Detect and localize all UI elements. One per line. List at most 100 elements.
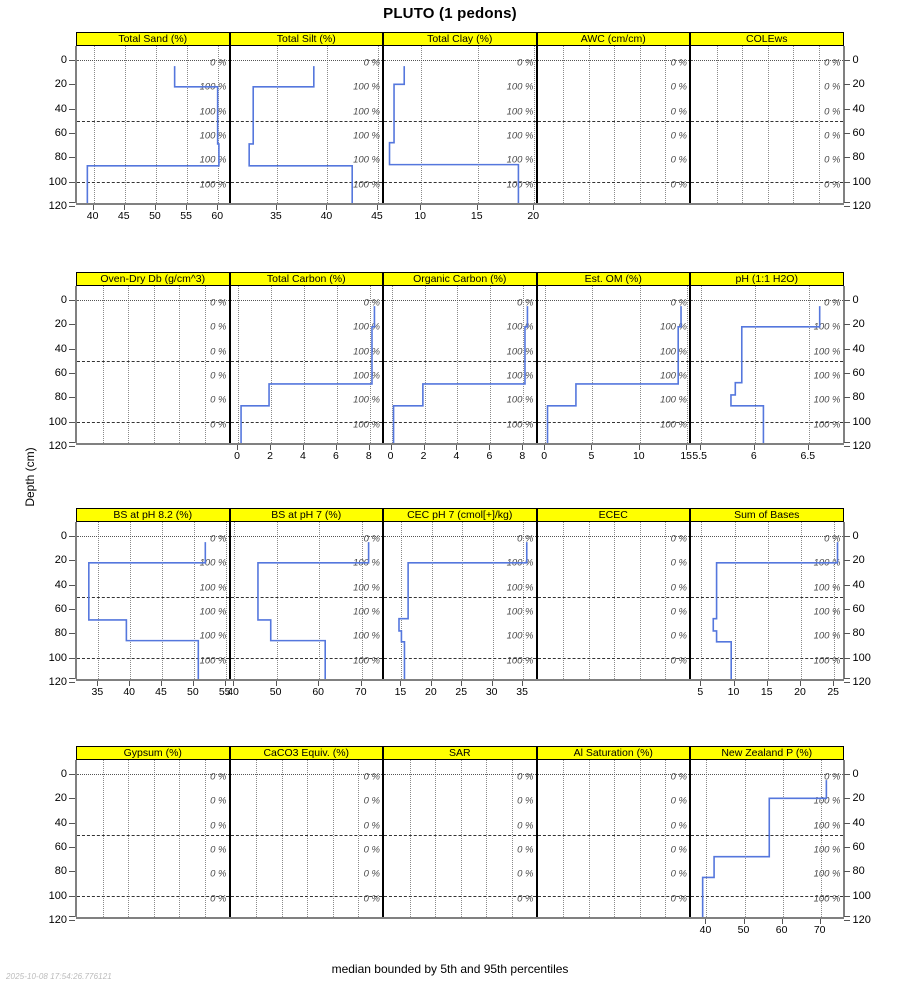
percent-label: 0 %	[210, 844, 227, 856]
y-axis-tick	[69, 108, 75, 110]
gridline-horizontal	[537, 774, 689, 775]
percent-label: 100 %	[813, 419, 841, 431]
y-axis-tick	[843, 60, 850, 61]
percent-label: 100 %	[353, 655, 380, 667]
x-axis-tick-label: 0	[234, 450, 240, 462]
percent-label: 100 %	[353, 106, 380, 118]
panel-total-carbon: Total Carbon (%) 0 % 100 % 100 % 100 % 100 % 1…	[229, 272, 383, 462]
percent-label: 0 %	[670, 820, 687, 832]
x-axis-tick	[491, 681, 493, 686]
x-axis-tick	[217, 205, 219, 210]
percent-label: 0 %	[670, 179, 687, 191]
panel-title: Sum of Bases	[690, 508, 844, 522]
y-axis-tick-label: 60	[852, 603, 865, 615]
data-series-line	[392, 306, 529, 443]
y-axis-tick-label: 120	[48, 914, 67, 926]
y-axis-tick	[843, 202, 850, 203]
panel-title: Organic Carbon (%)	[383, 272, 537, 286]
y-axis-tick-label: 0	[852, 54, 859, 66]
gridline-vertical	[431, 522, 433, 679]
gridline-horizontal	[537, 596, 689, 598]
panel-title: pH (1:1 H2O)	[690, 272, 844, 286]
y-axis-tick-label: 0	[852, 530, 859, 542]
data-series-line	[701, 780, 828, 917]
percent-label: 0 %	[210, 795, 227, 807]
percent-label: 0 %	[363, 844, 380, 856]
x-axis-tick	[489, 445, 491, 450]
x-axis-tick-label: 35	[270, 210, 282, 222]
y-axis-tick	[69, 300, 75, 301]
page-title: PLUTO (1 pedons)	[383, 5, 517, 22]
gridline-vertical	[276, 522, 278, 679]
gridline-vertical	[639, 522, 641, 679]
percent-label: 100 %	[506, 321, 534, 333]
gridline-horizontal	[77, 181, 229, 183]
panel-bs-at-ph-7: BS at pH 7 (%) 0 % 100 % 100 % 100 % 100 % 100…	[227, 508, 383, 698]
x-axis-tick	[807, 445, 809, 450]
percent-label: 100 %	[813, 655, 841, 667]
gridline-horizontal	[691, 360, 843, 362]
y-axis-tick-label: 100	[852, 415, 871, 428]
panel-title: CEC pH 7 (cmol[+]/kg)	[383, 508, 537, 522]
percent-label: 0 %	[210, 57, 227, 69]
percent-label: 0 %	[670, 533, 687, 545]
y-axis-tick	[843, 348, 850, 350]
gridline-horizontal	[77, 421, 229, 423]
percent-label: 100 %	[813, 394, 841, 406]
y-axis-tick	[69, 446, 75, 447]
y-axis-tick	[843, 847, 850, 848]
x-axis-tick-label: 40	[227, 686, 239, 698]
x-axis-tick	[326, 205, 328, 210]
y-axis-tick-label: 120	[48, 676, 67, 688]
gridline-vertical	[336, 286, 338, 443]
y-axis-tick-label: 60	[54, 603, 67, 615]
percent-label: 0 %	[670, 606, 687, 618]
gridline-horizontal	[691, 834, 843, 836]
plot-area: 0 %100 %100 %100 %100 %100 %100 %	[536, 286, 690, 443]
y-axis-tick	[69, 822, 75, 824]
percent-label: 0 %	[670, 130, 687, 142]
gridline-vertical	[808, 286, 810, 443]
y-axis-tick	[69, 348, 75, 350]
gridline-horizontal	[77, 60, 229, 61]
gridline-vertical	[93, 46, 95, 203]
x-axis-tick	[430, 681, 432, 686]
percent-label: 100 %	[353, 154, 380, 166]
y-axis-tick	[843, 84, 850, 86]
data-series-line	[86, 66, 220, 203]
x-axis-tick	[237, 445, 239, 450]
panel-title: SAR	[383, 746, 537, 760]
gridline-vertical	[435, 760, 437, 917]
y-axis-tick	[69, 133, 75, 134]
x-axis-tick-label: 6.5	[800, 450, 816, 462]
x-axis-line	[536, 679, 690, 681]
percent-label: 0 %	[670, 81, 687, 93]
percent-label: 0 %	[517, 771, 534, 783]
data-series-line	[88, 542, 207, 679]
percent-label: 0 %	[210, 370, 227, 382]
percent-label: 0 %	[210, 321, 227, 333]
gridline-horizontal	[691, 60, 843, 61]
y-axis-tick	[69, 206, 75, 207]
percent-label: 0 %	[210, 419, 227, 431]
percent-label: 0 %	[670, 557, 687, 569]
x-axis-tick-label: 4	[300, 450, 306, 462]
percent-label: 0 %	[670, 795, 687, 807]
y-axis-tick	[843, 397, 850, 399]
x-axis-tick	[275, 205, 277, 210]
gridline-vertical	[153, 760, 155, 917]
y-axis-tick	[69, 774, 75, 775]
gridline-vertical	[421, 46, 423, 203]
x-axis-tick-label: 50	[737, 924, 750, 936]
percent-label: 100 %	[506, 154, 534, 166]
percent-label: 100 %	[506, 630, 534, 642]
x-axis-tick-label: 5	[588, 450, 595, 462]
percent-label: 100 %	[353, 419, 380, 431]
y-axis-tick	[69, 421, 75, 423]
gridline-vertical	[588, 46, 590, 203]
x-axis-tick-label: 55	[218, 686, 231, 698]
y-axis-tick	[69, 916, 75, 917]
percent-label: 100 %	[660, 370, 687, 382]
gridline-horizontal	[77, 774, 229, 775]
y-axis-tick	[843, 584, 850, 586]
